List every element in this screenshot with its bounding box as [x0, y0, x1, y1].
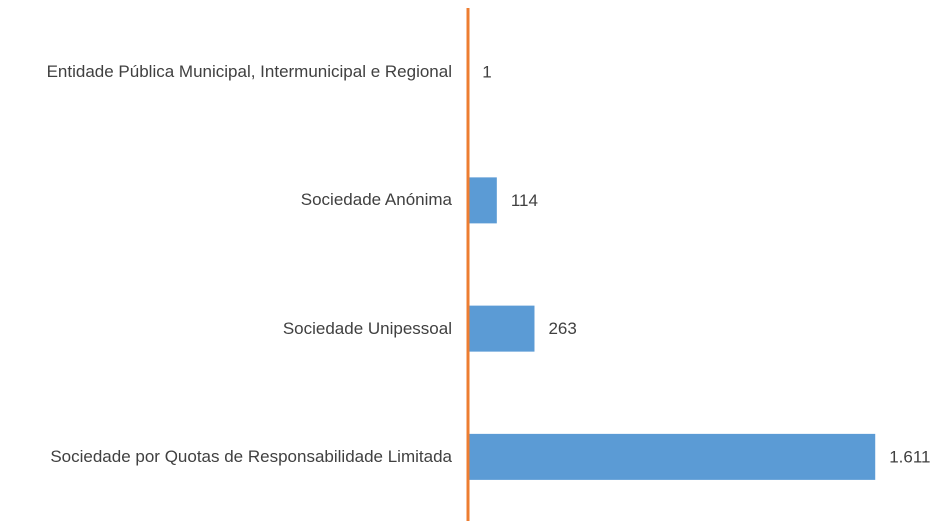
value-label: 263: [548, 319, 576, 338]
category-text: Entidade Pública Municipal, Intermunicip…: [46, 62, 452, 82]
category-label: Sociedade por Quotas de Responsabilidade…: [4, 445, 452, 469]
category-label: Entidade Pública Municipal, Intermunicip…: [4, 60, 452, 84]
bar: [468, 177, 497, 224]
value-label: 1.611: [889, 447, 930, 466]
value-label: 1: [482, 63, 491, 82]
bar: [468, 433, 876, 480]
bar: [468, 305, 535, 352]
category-text: Sociedade por Quotas de Responsabilidade…: [50, 446, 452, 466]
category-text: Sociedade Unipessoal: [282, 318, 452, 338]
category-text: Sociedade Anónima: [300, 190, 452, 210]
category-label: Sociedade Unipessoal: [4, 317, 452, 341]
category-label: Sociedade Anónima: [4, 188, 452, 212]
value-label: 114: [511, 191, 538, 210]
